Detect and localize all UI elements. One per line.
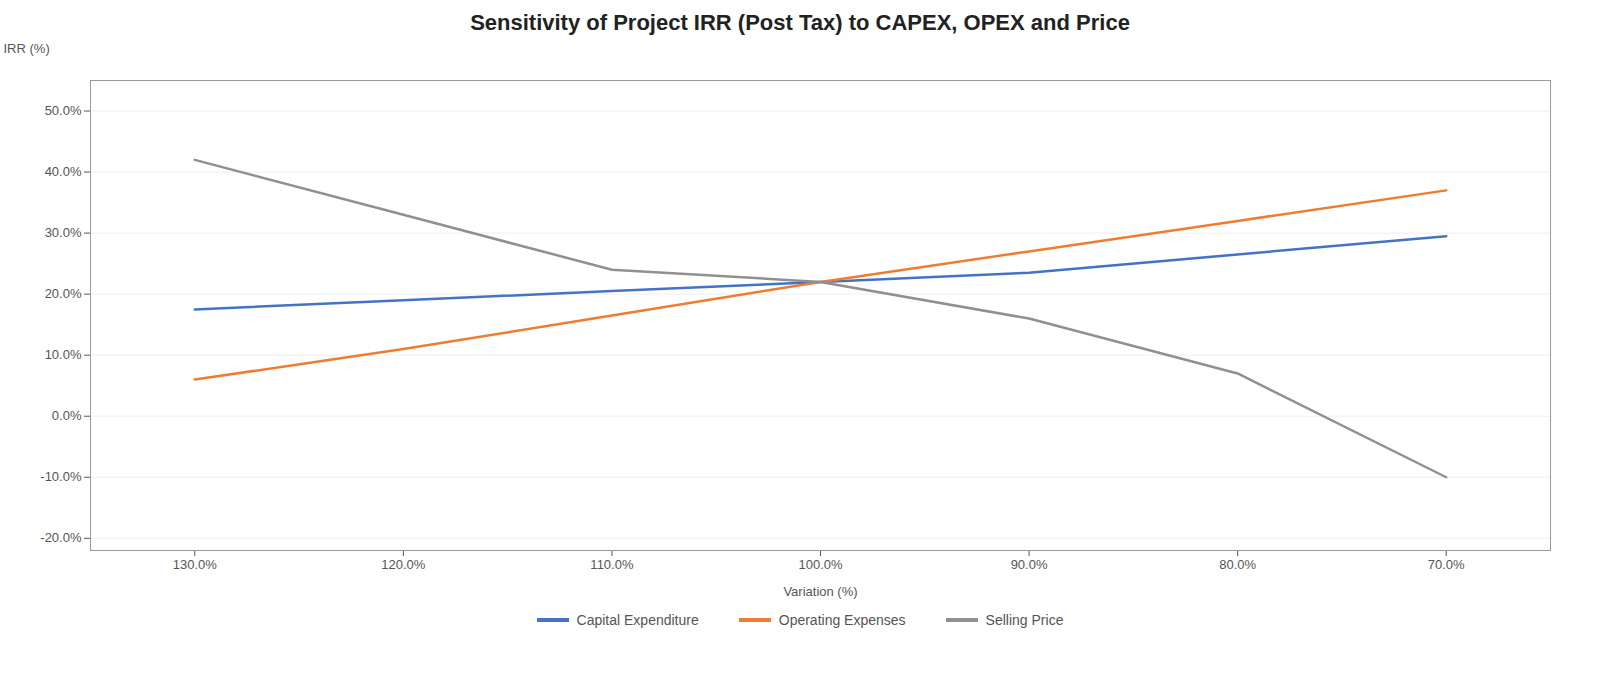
svg-text:80.0%: 80.0% [1219,557,1256,572]
svg-text:10.0%: 10.0% [45,347,82,362]
svg-text:50.0%: 50.0% [45,103,82,118]
svg-text:100.0%: 100.0% [798,557,843,572]
svg-text:0.0%: 0.0% [52,408,82,423]
html-text:Capital Expenditure: Capital Expenditure [576,612,699,628]
svg-text:120.0%: 120.0% [381,557,426,572]
svg-text:30.0%: 30.0% [45,225,82,240]
html-text:Operating Expenses: Operating Expenses [778,612,906,628]
svg-text:110.0%: 110.0% [590,557,634,572]
svg-text:-20.0%: -20.0% [40,530,82,545]
svg-text:70.0%: 70.0% [1428,557,1465,572]
svg-text:20.0%: 20.0% [45,286,82,301]
html-text:Selling Price: Selling Price [985,612,1064,628]
svg-text:Variation (%): Variation (%) [783,584,857,599]
html-text:Sensitivity of Project IRR (Po: Sensitivity of Project IRR (Post Tax) to… [470,10,1130,35]
svg-text:IRR (%): IRR (%) [4,41,50,56]
svg-text:40.0%: 40.0% [45,164,82,179]
svg-text:90.0%: 90.0% [1011,557,1048,572]
svg-text:130.0%: 130.0% [173,557,218,572]
svg-text:-10.0%: -10.0% [40,469,82,484]
